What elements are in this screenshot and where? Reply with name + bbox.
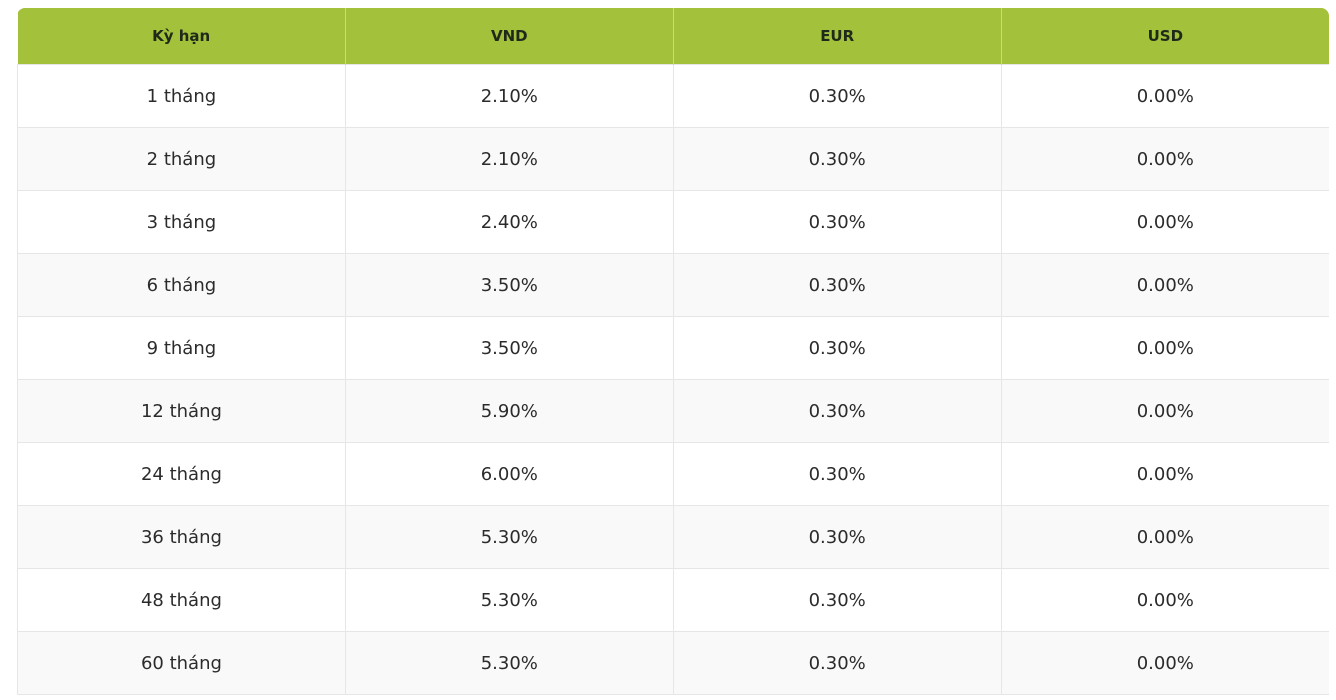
table-row: 6 tháng 3.50% 0.30% 0.00% <box>17 253 1329 317</box>
term-cell: 3 tháng <box>17 190 346 254</box>
rate-cell: 0.00% <box>1000 631 1329 694</box>
rate-cell: 2.10% <box>344 127 674 191</box>
table-row: 1 tháng 2.10% 0.30% 0.00% <box>17 64 1329 128</box>
rate-cell: 0.30% <box>672 253 1002 317</box>
header-cell: EUR <box>672 8 1002 65</box>
rate-cell: 0.30% <box>672 64 1002 128</box>
table-row: 3 tháng 2.40% 0.30% 0.00% <box>17 190 1329 254</box>
rate-cell: 0.00% <box>1000 64 1329 128</box>
table-body: 1 tháng 2.10% 0.30% 0.00% 2 tháng 2.10% 0.30% 0… <box>17 64 1329 694</box>
rate-cell: 0.30% <box>672 631 1002 694</box>
term-cell: 2 tháng <box>17 127 346 191</box>
rate-cell: 0.30% <box>672 505 1002 569</box>
rate-cell: 0.30% <box>672 442 1002 506</box>
rate-cell: 2.10% <box>344 64 674 128</box>
term-cell: 36 tháng <box>17 505 346 569</box>
rate-cell: 0.30% <box>672 316 1002 380</box>
term-cell: 1 tháng <box>17 64 346 128</box>
term-cell: 48 tháng <box>17 568 346 632</box>
rate-cell: 0.30% <box>672 568 1002 632</box>
rate-cell: 5.30% <box>344 568 674 632</box>
term-cell: 60 tháng <box>17 631 346 694</box>
rate-cell: 0.30% <box>672 379 1002 443</box>
header-cell: VND <box>344 8 674 65</box>
rate-cell: 0.00% <box>1000 442 1329 506</box>
rate-cell: 0.30% <box>672 190 1002 254</box>
term-cell: 9 tháng <box>17 316 346 380</box>
rate-cell: 0.00% <box>1000 568 1329 632</box>
term-cell: 24 tháng <box>17 442 346 506</box>
rate-cell: 0.00% <box>1000 379 1329 443</box>
rate-table-container: Kỳ hạn VND EUR USD 1 tháng 2.10% 0.30% 0.00% 2 … <box>17 8 1329 695</box>
rate-cell: 5.30% <box>344 631 674 694</box>
rate-cell: 0.00% <box>1000 316 1329 380</box>
header-row: Kỳ hạn VND EUR USD <box>17 8 1329 65</box>
rate-cell: 0.00% <box>1000 505 1329 569</box>
table-row: 2 tháng 2.10% 0.30% 0.00% <box>17 127 1329 191</box>
table-row: 12 tháng 5.90% 0.30% 0.00% <box>17 379 1329 443</box>
rate-cell: 5.30% <box>344 505 674 569</box>
header-cell: Kỳ hạn <box>17 8 346 65</box>
rate-cell: 3.50% <box>344 316 674 380</box>
rate-cell: 0.00% <box>1000 127 1329 191</box>
table-row: 48 tháng 5.30% 0.30% 0.00% <box>17 568 1329 632</box>
rate-cell: 0.30% <box>672 127 1002 191</box>
rate-cell: 0.00% <box>1000 253 1329 317</box>
table-row: 9 tháng 3.50% 0.30% 0.00% <box>17 316 1329 380</box>
table-row: 24 tháng 6.00% 0.30% 0.00% <box>17 442 1329 506</box>
rate-cell: 2.40% <box>344 190 674 254</box>
rate-cell: 6.00% <box>344 442 674 506</box>
header-cell: USD <box>1000 8 1329 65</box>
table-row: 36 tháng 5.30% 0.30% 0.00% <box>17 505 1329 569</box>
rate-cell: 0.00% <box>1000 190 1329 254</box>
rate-cell: 3.50% <box>344 253 674 317</box>
table-row: 60 tháng 5.30% 0.30% 0.00% <box>17 631 1329 694</box>
rate-cell: 5.90% <box>344 379 674 443</box>
rate-table: Kỳ hạn VND EUR USD 1 tháng 2.10% 0.30% 0.00% 2 … <box>17 8 1329 694</box>
term-cell: 6 tháng <box>17 253 346 317</box>
term-cell: 12 tháng <box>17 379 346 443</box>
